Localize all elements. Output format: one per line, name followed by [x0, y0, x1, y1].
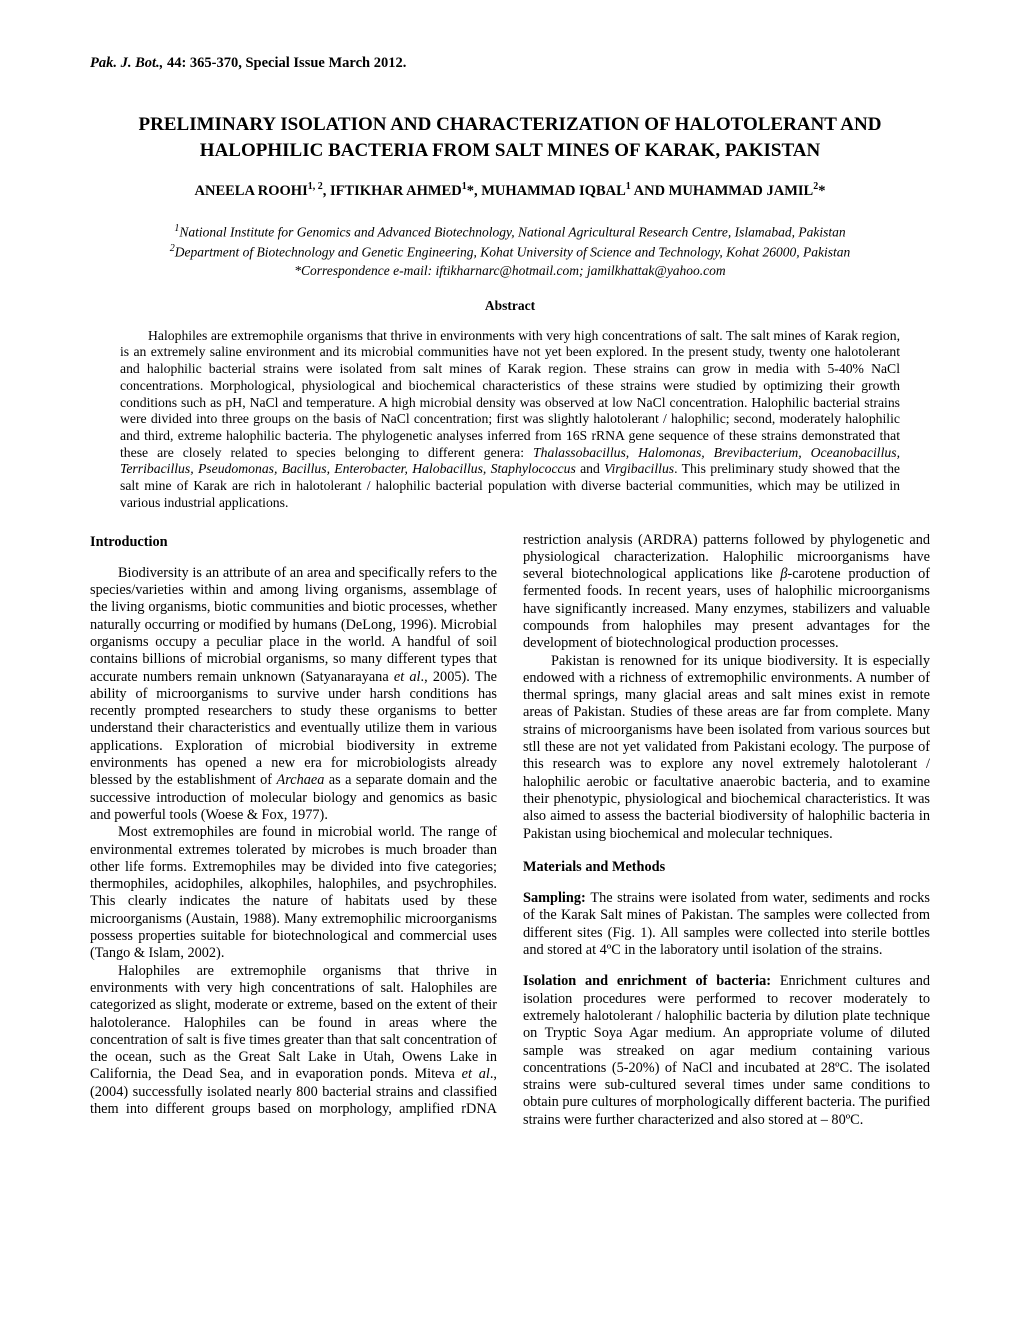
aff-1: National Institute for Genomics and Adva…: [179, 225, 845, 240]
intro-p1d: Archaea: [276, 772, 324, 788]
sampling-para: Sampling: The strains were isolated from…: [523, 890, 930, 959]
correspondence: *Correspondence e-mail: iftikharnarc@hot…: [294, 263, 725, 278]
author-1: ANEELA ROOHI: [195, 183, 308, 199]
introduction-heading: Introduction: [90, 534, 497, 551]
abstract-body: Halophiles are extremophile organisms th…: [120, 328, 900, 512]
intro-p1a: Biodiversity is an attribute of an area …: [90, 565, 497, 685]
author-1-sup: 1, 2: [308, 181, 323, 192]
author-4: AND MUHAMMAD JAMIL: [631, 183, 813, 199]
author-3: , MUHAMMAD IQBAL: [474, 183, 626, 199]
isolation-body: Enrichment cultures and isolation proced…: [523, 973, 930, 1127]
author-2: , IFTIKHAR AHMED: [323, 183, 462, 199]
aff-2: Department of Biotechnology and Genetic …: [175, 244, 851, 259]
authors-line: ANEELA ROOHI1, 2, IFTIKHAR AHMED1*, MUHA…: [90, 181, 930, 200]
intro-p3a: Halophiles are extremophile organisms th…: [90, 963, 497, 1083]
isolation-para: Isolation and enrichment of bacteria: En…: [523, 973, 930, 1129]
intro-p1b: et al: [394, 669, 421, 685]
abstract-text-1: Halophiles are extremophile organisms th…: [120, 328, 900, 460]
sampling-label: Sampling:: [523, 890, 590, 906]
isolation-label: Isolation and enrichment of bacteria:: [523, 973, 780, 989]
materials-heading: Materials and Methods: [523, 859, 930, 876]
body-columns: Introduction Biodiversity is an attribut…: [90, 532, 930, 1130]
author-4-ast: *: [818, 183, 825, 199]
intro-p1: Biodiversity is an attribute of an area …: [90, 565, 497, 824]
abstract-heading: Abstract: [90, 298, 930, 314]
intro-p1c: ., 2005). The ability of microorganisms …: [90, 669, 497, 789]
author-2-ast: *: [467, 183, 474, 199]
journal-volume: 44: 365-370, Special Issue March 2012.: [167, 55, 406, 71]
abstract-and: and: [576, 461, 604, 476]
intro-p3b: et al: [462, 1066, 490, 1082]
intro-p2: Most extremophiles are found in microbia…: [90, 824, 497, 962]
journal-header: Pak. J. Bot., 44: 365-370, Special Issue…: [90, 55, 930, 72]
journal-abbrev: Pak. J. Bot.,: [90, 55, 163, 71]
paper-title: PRELIMINARY ISOLATION AND CHARACTERIZATI…: [90, 112, 930, 163]
affiliations: 1National Institute for Genomics and Adv…: [90, 222, 930, 280]
intro-p4: Pakistan is renowned for its unique biod…: [523, 653, 930, 843]
abstract-last-genus: Virgibacillus: [604, 461, 674, 476]
